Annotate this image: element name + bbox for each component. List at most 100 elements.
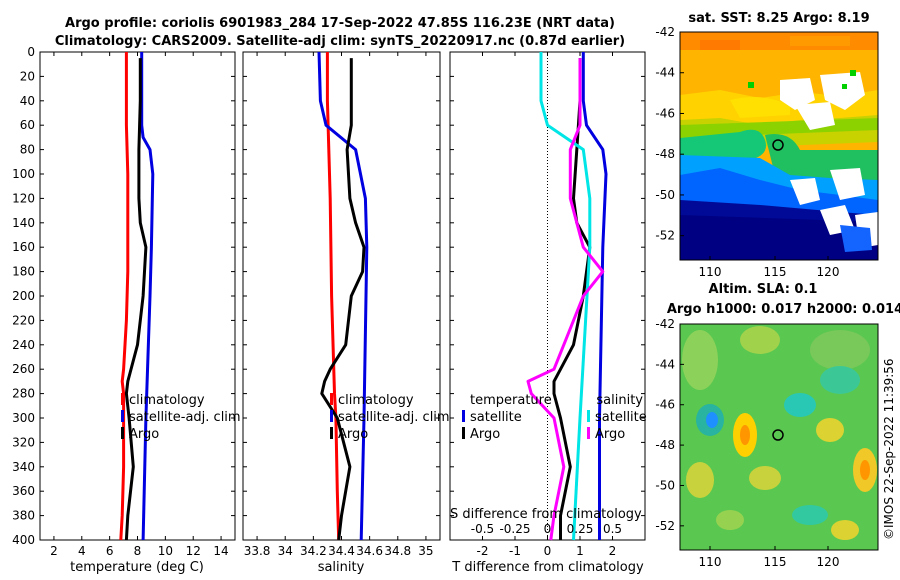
salinity-xlabel: salinity	[318, 560, 365, 575]
legend-swatch-clim	[121, 393, 124, 405]
x-tick-label: 1	[576, 544, 584, 558]
y-tick-label: 380	[12, 509, 35, 523]
legend-swatch-sat	[330, 410, 333, 422]
series-line-t-argo	[552, 58, 592, 540]
legend-clim: climatology	[129, 393, 205, 408]
legend-swatch-t-sat	[462, 410, 465, 422]
y-tick-label: 340	[12, 460, 35, 474]
series-line-satellite-adj-clim	[317, 51, 369, 541]
x-tick-label: 14	[213, 544, 228, 558]
header-line2: Climatology: CARS2009. Satellite-adj cli…	[55, 34, 625, 49]
y-tick-label: 40	[20, 94, 35, 108]
sst-argo-marker	[772, 139, 784, 151]
y-tick-label: 20	[20, 69, 35, 83]
map-y-tick-label: -42	[655, 25, 675, 39]
watermark: ©IMOS 22-Sep-2022 11:39:56	[882, 358, 896, 540]
x-tick-label: -1	[509, 544, 521, 558]
x-tick-label: 34.8	[384, 544, 411, 558]
difference-legend: temperature satellite Argo salinity sate…	[462, 393, 647, 442]
y-tick-label: 100	[12, 167, 35, 181]
x-tick-label: 2	[609, 544, 617, 558]
legend-temperature-head: temperature	[470, 393, 552, 408]
temperature-legend: climatology satellite-adj. clim Argo	[121, 393, 241, 442]
x-tick-label: 0	[544, 544, 552, 558]
y-tick-label: 400	[12, 533, 35, 547]
x-tick-label: 34	[278, 544, 293, 558]
map-y-tick-label: -48	[655, 438, 675, 452]
map-y-tick-label: -44	[655, 357, 675, 371]
series-line-climatology	[119, 52, 130, 541]
legend-swatch-s-argo	[587, 427, 590, 439]
sst-frame	[679, 31, 879, 261]
y-tick-label: 260	[12, 362, 35, 376]
series-line-t-satellite	[581, 52, 608, 540]
sla-frame	[679, 323, 879, 551]
x-tick-label: 35	[418, 544, 433, 558]
s-tick-label: 0.25	[567, 522, 594, 536]
s-difference-label: S difference from climatology	[450, 507, 642, 522]
map-y-tick-label: -48	[655, 147, 675, 161]
difference-xlabel: T difference from climatology	[451, 560, 644, 575]
s-tick-label: -0.5	[471, 522, 494, 536]
map-y-tick-label: -44	[655, 66, 675, 80]
x-tick-label: 2	[50, 544, 58, 558]
y-tick-label: 280	[12, 387, 35, 401]
series-line-argo	[124, 58, 148, 541]
x-tick-label: 34.4	[328, 544, 355, 558]
legend-s-argo: Argo	[595, 427, 625, 442]
salinity-legend: climatology satellite-adj. clim Argo	[330, 393, 450, 442]
legend-swatch-s-sat	[587, 410, 590, 422]
x-tick-label: 34.2	[300, 544, 327, 558]
y-tick-label: 360	[12, 484, 35, 498]
sla-map	[680, 324, 878, 550]
legend-swatch-t-argo	[462, 427, 465, 439]
legend-salinity-head: salinity	[596, 393, 643, 408]
y-tick-label: 80	[20, 143, 35, 157]
axis-ticks: 2 4 6 8 10 12 14020406080100120140160180200220…	[12, 45, 645, 558]
s-tick-label: 0.5	[603, 522, 622, 536]
legend-clim: climatology	[338, 393, 414, 408]
legend-swatch-argo	[330, 427, 333, 439]
y-tick-label: 220	[12, 313, 35, 327]
difference-series	[526, 52, 608, 541]
legend-t-sat: satellite	[470, 410, 522, 425]
series-line-s-satellite	[539, 52, 592, 541]
y-tick-label: 300	[12, 411, 35, 425]
temperature-xlabel: temperature (deg C)	[70, 560, 204, 575]
map-y-tick-label: -42	[655, 317, 675, 331]
x-tick-label: 12	[186, 544, 201, 558]
map-y-tick-label: -50	[655, 478, 675, 492]
legend-s-sat: satellite	[595, 410, 647, 425]
legend-sat: satellite-adj. clim	[338, 410, 450, 425]
legend-swatch-sat	[121, 410, 124, 422]
map-x-tick-label: 115	[764, 265, 787, 279]
map-y-tick-label: -52	[655, 229, 675, 243]
x-tick-label: 33.8	[244, 544, 271, 558]
legend-t-argo: Argo	[470, 427, 500, 442]
legend-argo: Argo	[129, 427, 159, 442]
y-tick-label: 240	[12, 338, 35, 352]
series-line-s-argo	[526, 58, 605, 541]
temperature-axes	[39, 51, 236, 541]
legend-swatch-clim	[330, 393, 333, 405]
map-y-tick-label: -46	[655, 106, 675, 120]
map-x-tick-label: 120	[817, 265, 840, 279]
legend-argo: Argo	[338, 427, 368, 442]
map-x-tick-label: 110	[699, 265, 722, 279]
s-tick-label: -0.25	[499, 522, 530, 536]
header-line1: Argo profile: coriolis 6901983_284 17-Se…	[65, 16, 615, 31]
map-x-tick-label: 110	[699, 555, 722, 569]
x-tick-label: 34.6	[356, 544, 383, 558]
map-y-tick-label: -50	[655, 188, 675, 202]
sst-title: sat. SST: 8.25 Argo: 8.19	[688, 11, 869, 26]
salinity-series	[317, 51, 369, 541]
map-y-tick-label: -52	[655, 519, 675, 533]
map-y-tick-label: -46	[655, 398, 675, 412]
x-tick-label: 4	[78, 544, 86, 558]
y-tick-label: 0	[27, 45, 35, 59]
sla-title1: Altim. SLA: 0.1	[709, 282, 818, 297]
map-ticks: 110 115 120 -42 -44 -46 -48 -50 -52 110 115 120 -42 -…	[655, 25, 839, 569]
series-line-argo	[320, 58, 366, 541]
salinity-axes	[242, 51, 441, 541]
